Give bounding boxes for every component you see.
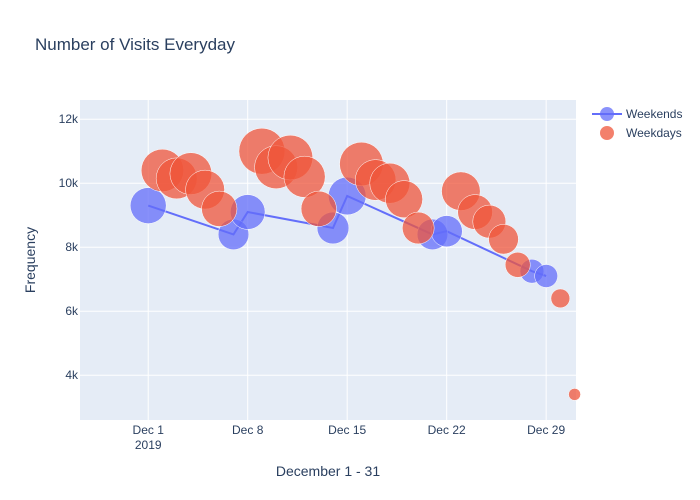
x-tick-sublabel: 2019 (135, 438, 162, 452)
plot-background (80, 100, 576, 420)
weekdays-point[interactable] (568, 388, 581, 401)
legend-marker-swatch (600, 126, 614, 140)
x-axis-title: December 1 - 31 (276, 463, 380, 479)
legend-label: Weekends (626, 107, 682, 121)
y-axis-title: Frequency (22, 227, 38, 293)
x-tick-label: Dec 15 (328, 423, 366, 437)
weekdays-point[interactable] (402, 211, 435, 245)
weekdays-point[interactable] (201, 190, 238, 227)
weekdays-point[interactable] (385, 180, 423, 219)
weekends-point[interactable] (129, 187, 167, 224)
chart-title: Number of Visits Everyday (35, 35, 235, 54)
weekdays-point[interactable] (504, 252, 531, 278)
x-tick-label: Dec 22 (428, 423, 466, 437)
y-tick-label: 8k (65, 240, 79, 254)
weekdays-point[interactable] (550, 288, 571, 309)
y-tick-label: 10k (59, 176, 79, 190)
x-tick-label: Dec 29 (527, 423, 565, 437)
weekdays-point[interactable] (300, 190, 337, 227)
weekdays-point[interactable] (488, 224, 519, 255)
y-tick-label: 4k (65, 368, 79, 382)
legend-item-weekdays[interactable]: Weekdays (600, 126, 682, 140)
legend-marker-swatch (600, 107, 614, 121)
x-tick-label: Dec 8 (232, 423, 264, 437)
legend-item-weekends[interactable]: Weekends (592, 107, 682, 121)
weekends-point[interactable] (534, 264, 558, 288)
x-tick-label: Dec 1 (133, 423, 165, 437)
weekends-point[interactable] (430, 215, 463, 248)
legend-label: Weekdays (626, 126, 682, 140)
weekdays-point[interactable] (283, 155, 326, 198)
y-tick-label: 12k (59, 112, 79, 126)
y-tick-label: 6k (65, 304, 79, 318)
plot-area[interactable] (129, 127, 581, 401)
legend[interactable]: Weekends Weekdays (592, 107, 682, 140)
